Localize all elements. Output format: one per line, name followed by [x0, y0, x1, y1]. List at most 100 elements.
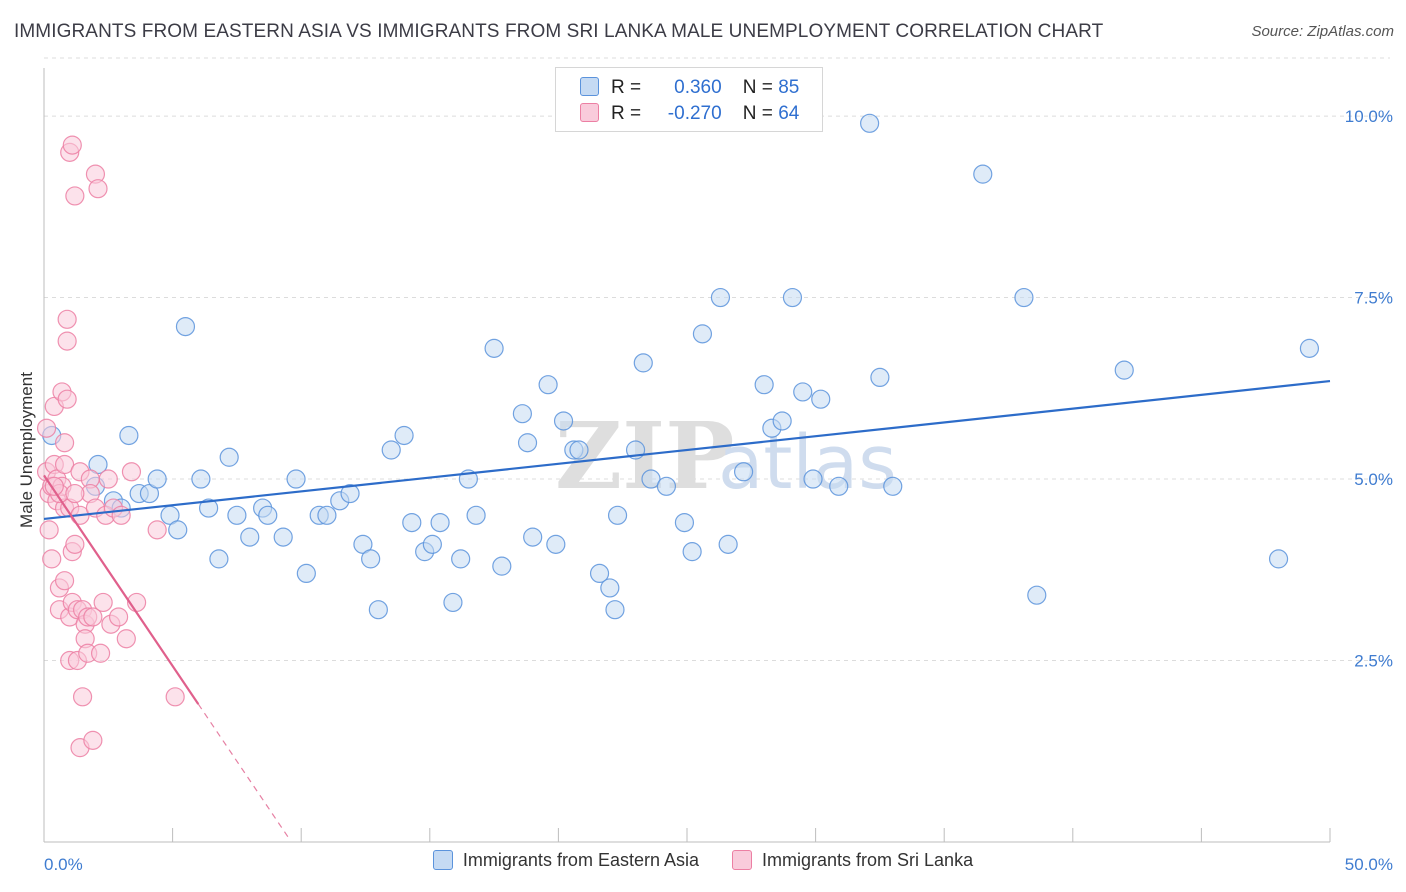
- eastern-asia-point: [394, 425, 414, 446]
- legend-label-eastern-asia: Immigrants from Eastern Asia: [462, 850, 699, 870]
- eastern-asia-point: [361, 549, 381, 569]
- y-axis-label-wrap: Male Unemployment: [14, 340, 40, 560]
- eastern-asia-point: [793, 382, 813, 402]
- stats-row-blue: R = 0.360 N = 85: [580, 77, 799, 101]
- watermark-atlas: atlas: [718, 420, 897, 506]
- tick-labels: 2.5% 5.0% 7.5% 10.0% 0.0% 50.0%: [44, 107, 1393, 874]
- n-label: N =: [742, 103, 773, 124]
- eastern-asia-point: [811, 389, 831, 409]
- legend-item-eastern-asia[interactable]: Immigrants from Eastern Asia: [432, 850, 699, 871]
- blue-n-value: 85: [778, 77, 800, 98]
- sri-lanka-point: [54, 454, 75, 475]
- eastern-asia-point: [803, 469, 823, 489]
- pink-n-value: 64: [778, 103, 800, 124]
- eastern-asia-point: [147, 469, 167, 489]
- eastern-asia-point: [227, 505, 247, 525]
- eastern-asia-point: [1114, 360, 1134, 380]
- eastern-asia-point: [273, 527, 293, 547]
- eastern-asia-point: [523, 527, 543, 547]
- stats-row-pink: R = -0.270 N = 64: [580, 103, 799, 127]
- eastern-asia-point: [175, 316, 196, 337]
- eastern-asia-point: [240, 527, 260, 547]
- sri-lanka-point: [39, 520, 59, 540]
- sri-lanka-point: [90, 643, 111, 663]
- sri-lanka-point: [83, 607, 103, 627]
- blue-r-value: 0.360: [674, 77, 722, 98]
- eastern-asia-point: [317, 505, 337, 525]
- eastern-asia-point: [600, 578, 620, 598]
- pink-swatch: [580, 103, 599, 122]
- eastern-asia-point: [258, 505, 278, 525]
- axis-layer: [43, 68, 1331, 843]
- pink-r-value: -0.270: [667, 103, 722, 124]
- blue-swatch: [580, 77, 599, 96]
- eastern-asia-point: [860, 113, 880, 133]
- eastern-asia-point: [883, 476, 903, 496]
- eastern-asia-point: [1014, 287, 1034, 308]
- eastern-asia-point: [443, 592, 463, 613]
- eastern-asia-point: [710, 287, 731, 308]
- y-tick-label: 7.5%: [1354, 289, 1393, 308]
- eastern-asia-point: [718, 534, 738, 554]
- r-label: R =: [611, 77, 642, 98]
- eastern-asia-point: [870, 367, 890, 388]
- eastern-asia-point: [199, 498, 219, 518]
- sri-lanka-point: [62, 135, 82, 155]
- legend-swatch-blue: [432, 850, 453, 870]
- source-label: Source: ZipAtlas.com: [1251, 23, 1394, 40]
- eastern-asia-point: [484, 338, 504, 358]
- eastern-asia-point: [538, 375, 558, 395]
- legend-item-sri-lanka[interactable]: Immigrants from Sri Lanka: [732, 850, 973, 871]
- eastern-asia-point: [451, 549, 471, 569]
- eastern-asia-point: [829, 476, 849, 496]
- stats-box: R = 0.360 N = 85 R = -0.270 N = 64: [555, 67, 823, 132]
- eastern-asia-point: [466, 505, 486, 525]
- points-layer: [36, 113, 1320, 758]
- eastern-asia-point: [633, 353, 653, 373]
- eastern-asia-point: [692, 324, 713, 344]
- y-tick-label: 5.0%: [1354, 470, 1393, 489]
- sri-lanka-trendline: [43, 474, 200, 705]
- eastern-asia-point: [430, 512, 450, 533]
- y-tick-label: 2.5%: [1354, 652, 1393, 671]
- sri-lanka-point: [72, 687, 93, 707]
- eastern-asia-point: [607, 505, 628, 525]
- sri-lanka-point: [98, 469, 118, 489]
- eastern-asia-point: [517, 433, 538, 453]
- eastern-asia-point: [368, 600, 388, 620]
- eastern-asia-trendline: [43, 379, 1331, 521]
- eastern-asia-point: [782, 287, 803, 308]
- legend: Immigrants from Eastern Asia Immigrants …: [0, 850, 1406, 871]
- sri-lanka-point: [116, 629, 136, 649]
- eastern-asia-point: [119, 425, 139, 446]
- sri-lanka-point: [44, 476, 64, 496]
- eastern-asia-point: [340, 483, 360, 504]
- eastern-asia-point: [682, 542, 702, 562]
- eastern-asia-point: [191, 469, 211, 489]
- legend-swatch-pink: [732, 850, 753, 870]
- eastern-asia-point: [674, 512, 695, 533]
- eastern-asia-point: [1299, 338, 1320, 358]
- sri-lanka-point: [57, 331, 77, 351]
- eastern-asia-point: [546, 534, 566, 554]
- legend-label-sri-lanka: Immigrants from Sri Lanka: [762, 850, 974, 870]
- eastern-asia-point: [589, 563, 610, 584]
- sri-lanka-point: [42, 549, 62, 569]
- eastern-asia-point: [512, 404, 532, 424]
- chart-title: IMMIGRANTS FROM EASTERN ASIA VS IMMIGRAN…: [14, 21, 1104, 42]
- sri-lanka-point: [54, 433, 75, 453]
- eastern-asia-point: [569, 440, 589, 460]
- y-axis-label: Male Unemployment: [17, 372, 36, 528]
- eastern-asia-point: [605, 600, 625, 620]
- sri-lanka-point: [36, 418, 57, 438]
- eastern-asia-point: [168, 520, 188, 540]
- eastern-asia-point: [492, 556, 512, 576]
- trend-layer: [43, 379, 1331, 838]
- eastern-asia-point: [286, 469, 306, 489]
- x-tick-label-max: 50.0%: [1345, 855, 1393, 874]
- sri-lanka-point: [65, 534, 85, 554]
- eastern-asia-point: [733, 462, 754, 482]
- sri-lanka-point: [108, 607, 129, 627]
- eastern-asia-point: [381, 440, 401, 460]
